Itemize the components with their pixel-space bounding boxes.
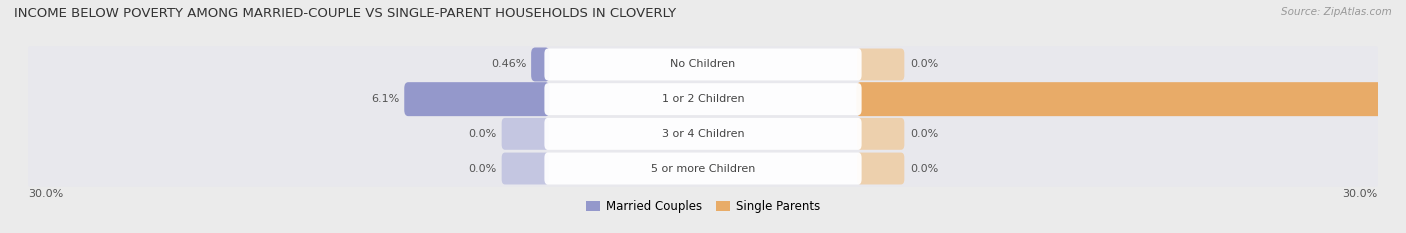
FancyBboxPatch shape xyxy=(858,118,904,150)
Text: No Children: No Children xyxy=(671,59,735,69)
Text: INCOME BELOW POVERTY AMONG MARRIED-COUPLE VS SINGLE-PARENT HOUSEHOLDS IN CLOVERL: INCOME BELOW POVERTY AMONG MARRIED-COUPL… xyxy=(14,7,676,20)
FancyBboxPatch shape xyxy=(27,81,1379,117)
Text: 6.1%: 6.1% xyxy=(371,94,399,104)
FancyBboxPatch shape xyxy=(544,83,862,115)
Text: 30.0%: 30.0% xyxy=(28,189,63,199)
FancyBboxPatch shape xyxy=(531,48,550,82)
FancyBboxPatch shape xyxy=(405,82,550,116)
FancyBboxPatch shape xyxy=(502,118,548,150)
Text: 0.0%: 0.0% xyxy=(468,129,496,139)
Text: 0.0%: 0.0% xyxy=(910,59,938,69)
Text: 0.46%: 0.46% xyxy=(491,59,526,69)
Text: 0.0%: 0.0% xyxy=(468,164,496,174)
Text: 0.0%: 0.0% xyxy=(910,164,938,174)
Text: 0.0%: 0.0% xyxy=(910,129,938,139)
FancyBboxPatch shape xyxy=(856,82,1406,116)
Text: 1 or 2 Children: 1 or 2 Children xyxy=(662,94,744,104)
FancyBboxPatch shape xyxy=(502,153,548,185)
FancyBboxPatch shape xyxy=(27,116,1379,152)
Text: 30.0%: 30.0% xyxy=(1343,189,1378,199)
FancyBboxPatch shape xyxy=(858,48,904,80)
Legend: Married Couples, Single Parents: Married Couples, Single Parents xyxy=(581,195,825,218)
FancyBboxPatch shape xyxy=(544,118,862,150)
Text: 5 or more Children: 5 or more Children xyxy=(651,164,755,174)
FancyBboxPatch shape xyxy=(27,46,1379,83)
FancyBboxPatch shape xyxy=(544,48,862,80)
Text: Source: ZipAtlas.com: Source: ZipAtlas.com xyxy=(1281,7,1392,17)
FancyBboxPatch shape xyxy=(27,150,1379,187)
FancyBboxPatch shape xyxy=(858,153,904,185)
FancyBboxPatch shape xyxy=(544,153,862,185)
Text: 3 or 4 Children: 3 or 4 Children xyxy=(662,129,744,139)
